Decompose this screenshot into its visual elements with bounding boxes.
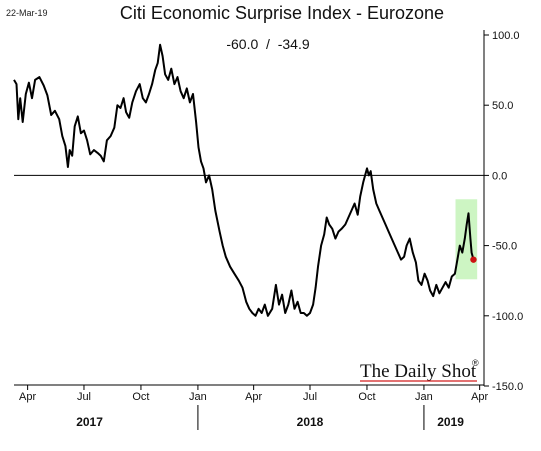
y-tick-label: 100.0 — [492, 30, 520, 42]
x-tick-label: Apr — [471, 391, 488, 403]
watermark-text: The Daily Shot — [360, 361, 477, 382]
x-tick-label: Jan — [189, 391, 207, 403]
watermark: The Daily Shot ® — [360, 358, 479, 382]
date-stamp: 22-Mar-19 — [6, 8, 48, 18]
y-tick-label: -100.0 — [492, 311, 523, 323]
value-readout: -60.0 / -34.9 — [226, 36, 309, 52]
x-tick-label: Jul — [77, 391, 91, 403]
x-tick-label: Apr — [245, 391, 262, 403]
chart-title: Citi Economic Surprise Index - Eurozone — [120, 3, 444, 23]
series-line — [13, 43, 475, 317]
watermark-registered-mark: ® — [472, 358, 479, 368]
x-tick-label: Oct — [358, 391, 375, 403]
y-tick-label: 50.0 — [492, 100, 513, 112]
x-tick-label: Jan — [415, 391, 433, 403]
y-tick-label: 0.0 — [492, 170, 507, 182]
y-tick-label: -50.0 — [492, 241, 517, 253]
y-tick-label: -150.0 — [492, 381, 523, 393]
x-tick-label: Apr — [19, 391, 36, 403]
year-label: 2019 — [437, 415, 464, 429]
year-label: 2017 — [76, 415, 103, 429]
last-value-marker — [470, 256, 477, 263]
x-tick-label: Jul — [303, 391, 317, 403]
highlight-box — [455, 199, 478, 280]
year-label: 2018 — [297, 415, 324, 429]
x-tick-label: Oct — [132, 391, 149, 403]
